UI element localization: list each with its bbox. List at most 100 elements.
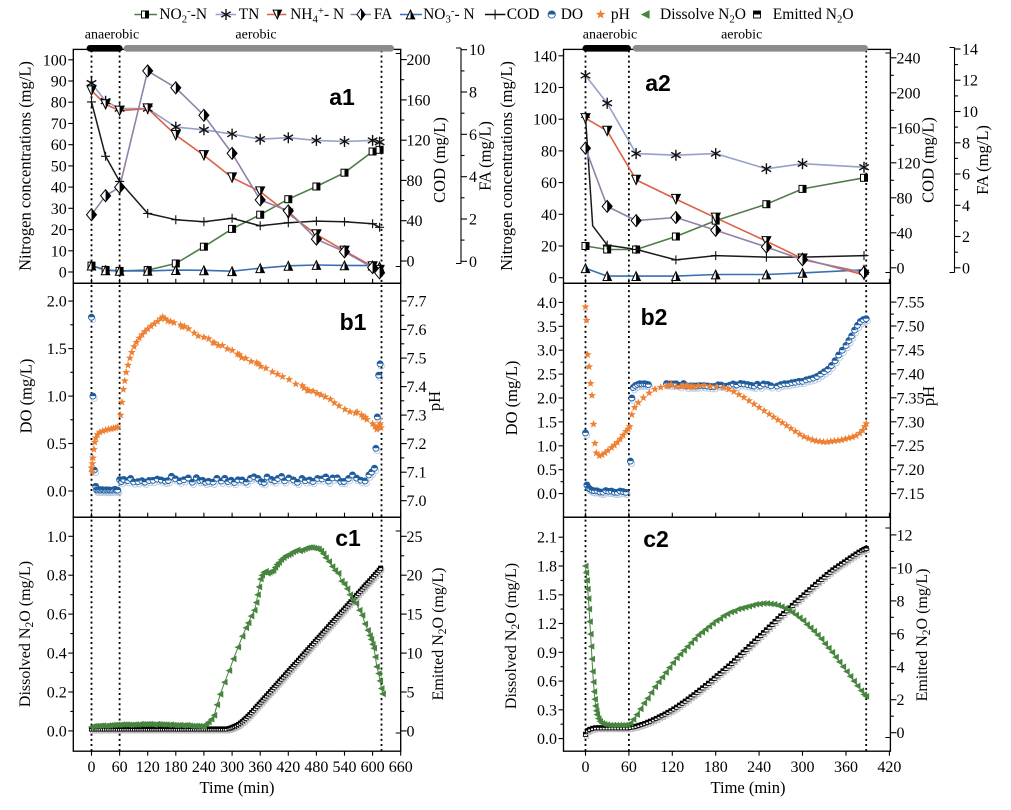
svg-text:60: 60 [112,759,128,776]
svg-text:Dissolved N2O (mg/L): Dissolved N2O (mg/L) [503,563,522,709]
svg-text:0: 0 [582,759,590,776]
svg-text:COD (mg/L): COD (mg/L) [430,117,449,203]
svg-text:20: 20 [51,222,67,239]
svg-text:180: 180 [164,759,188,776]
svg-text:0.5: 0.5 [47,436,67,453]
svg-text:10: 10 [469,42,485,59]
svg-text:aerobic: aerobic [235,28,276,43]
svg-text:12: 12 [962,73,978,90]
svg-text:7.55: 7.55 [897,295,925,312]
svg-text:2: 2 [897,692,905,709]
svg-text:7.0: 7.0 [407,493,427,510]
svg-text:50: 50 [51,158,67,175]
svg-text:6: 6 [897,626,905,643]
svg-text:200: 200 [897,85,921,102]
svg-text:2.1: 2.1 [537,530,557,547]
svg-text:COD (mg/L): COD (mg/L) [919,117,938,203]
svg-text:240: 240 [897,50,921,67]
svg-text:a1: a1 [329,84,355,110]
svg-text:14: 14 [962,42,978,59]
svg-text:7.25: 7.25 [897,438,925,455]
svg-text:0.3: 0.3 [537,702,557,719]
svg-text:Dissolved N2O (mg/L): Dissolved N2O (mg/L) [17,561,36,707]
svg-text:0.2: 0.2 [47,685,67,702]
svg-text:1.0: 1.0 [537,438,557,455]
svg-text:140: 140 [533,48,557,65]
svg-text:8: 8 [897,593,905,610]
svg-text:80: 80 [407,173,423,190]
svg-text:200: 200 [407,52,431,69]
svg-text:6: 6 [962,167,970,184]
svg-text:0: 0 [962,260,970,277]
svg-text:c2: c2 [643,526,669,552]
svg-text:0.8: 0.8 [47,568,67,585]
svg-text:0.4: 0.4 [47,646,67,663]
svg-text:40: 40 [51,180,67,197]
svg-text:b1: b1 [340,309,367,335]
svg-text:0.6: 0.6 [47,607,67,624]
svg-text:DO (mg/L): DO (mg/L) [17,359,36,434]
svg-text:20: 20 [541,239,557,256]
svg-text:160: 160 [897,120,921,137]
svg-text:NO2--N: NO2--N [159,5,207,26]
svg-text:10: 10 [897,560,913,577]
svg-text:2.5: 2.5 [537,367,557,384]
svg-text:anaerobic: anaerobic [85,28,139,43]
svg-text:Emitted N2O (mg/L): Emitted N2O (mg/L) [430,568,449,701]
svg-text:2: 2 [469,212,477,229]
svg-text:12: 12 [897,527,913,544]
svg-text:2: 2 [962,229,970,246]
svg-text:1.5: 1.5 [537,414,557,431]
svg-text:120: 120 [897,155,921,172]
svg-text:60: 60 [51,137,67,154]
svg-text:10: 10 [962,104,978,121]
svg-text:90: 90 [51,74,67,91]
svg-text:40: 40 [541,207,557,224]
svg-text:0.0: 0.0 [47,723,67,740]
svg-text:7.35: 7.35 [897,390,925,407]
svg-text:0.0: 0.0 [537,486,557,503]
svg-text:7.20: 7.20 [897,462,925,479]
svg-text:10: 10 [51,243,67,260]
svg-text:DO: DO [561,6,583,23]
svg-text:0: 0 [407,723,415,740]
svg-text:a2: a2 [645,70,671,96]
svg-text:7.4: 7.4 [407,379,427,396]
svg-text:0.6: 0.6 [537,674,557,691]
svg-text:0: 0 [407,254,415,271]
svg-text:30: 30 [51,201,67,218]
svg-text:pH: pH [611,6,630,23]
svg-text:80: 80 [541,143,557,160]
svg-text:7.6: 7.6 [407,322,427,339]
svg-text:8: 8 [962,135,970,152]
svg-text:2.0: 2.0 [47,294,67,311]
svg-text:25: 25 [407,529,423,546]
svg-text:0: 0 [549,270,557,287]
svg-text:NO3-- N: NO3-- N [423,5,475,26]
svg-text:Emitted N2O (mg/L): Emitted N2O (mg/L) [914,569,933,702]
svg-text:10: 10 [407,646,423,663]
svg-text:100: 100 [43,52,67,69]
svg-text:40: 40 [897,225,913,242]
svg-text:4: 4 [469,169,477,186]
svg-text:7.7: 7.7 [407,294,427,311]
svg-text:0.9: 0.9 [537,645,557,662]
svg-text:120: 120 [660,759,684,776]
svg-text:FA: FA [374,6,393,23]
svg-text:3.5: 3.5 [537,319,557,336]
svg-text:420: 420 [276,759,300,776]
svg-text:7.3: 7.3 [407,408,427,425]
svg-text:120: 120 [407,133,431,150]
svg-text:0: 0 [897,725,905,742]
svg-text:pH: pH [425,391,444,411]
svg-text:480: 480 [304,759,328,776]
svg-text:7.40: 7.40 [897,366,925,383]
svg-text:180: 180 [704,759,728,776]
svg-text:0: 0 [59,265,67,282]
svg-text:b2: b2 [641,304,668,330]
svg-text:60: 60 [621,759,637,776]
svg-text:5: 5 [407,685,415,702]
svg-text:0: 0 [88,759,96,776]
svg-text:NH4+- N: NH4+- N [290,5,344,26]
svg-text:1.2: 1.2 [537,616,557,633]
